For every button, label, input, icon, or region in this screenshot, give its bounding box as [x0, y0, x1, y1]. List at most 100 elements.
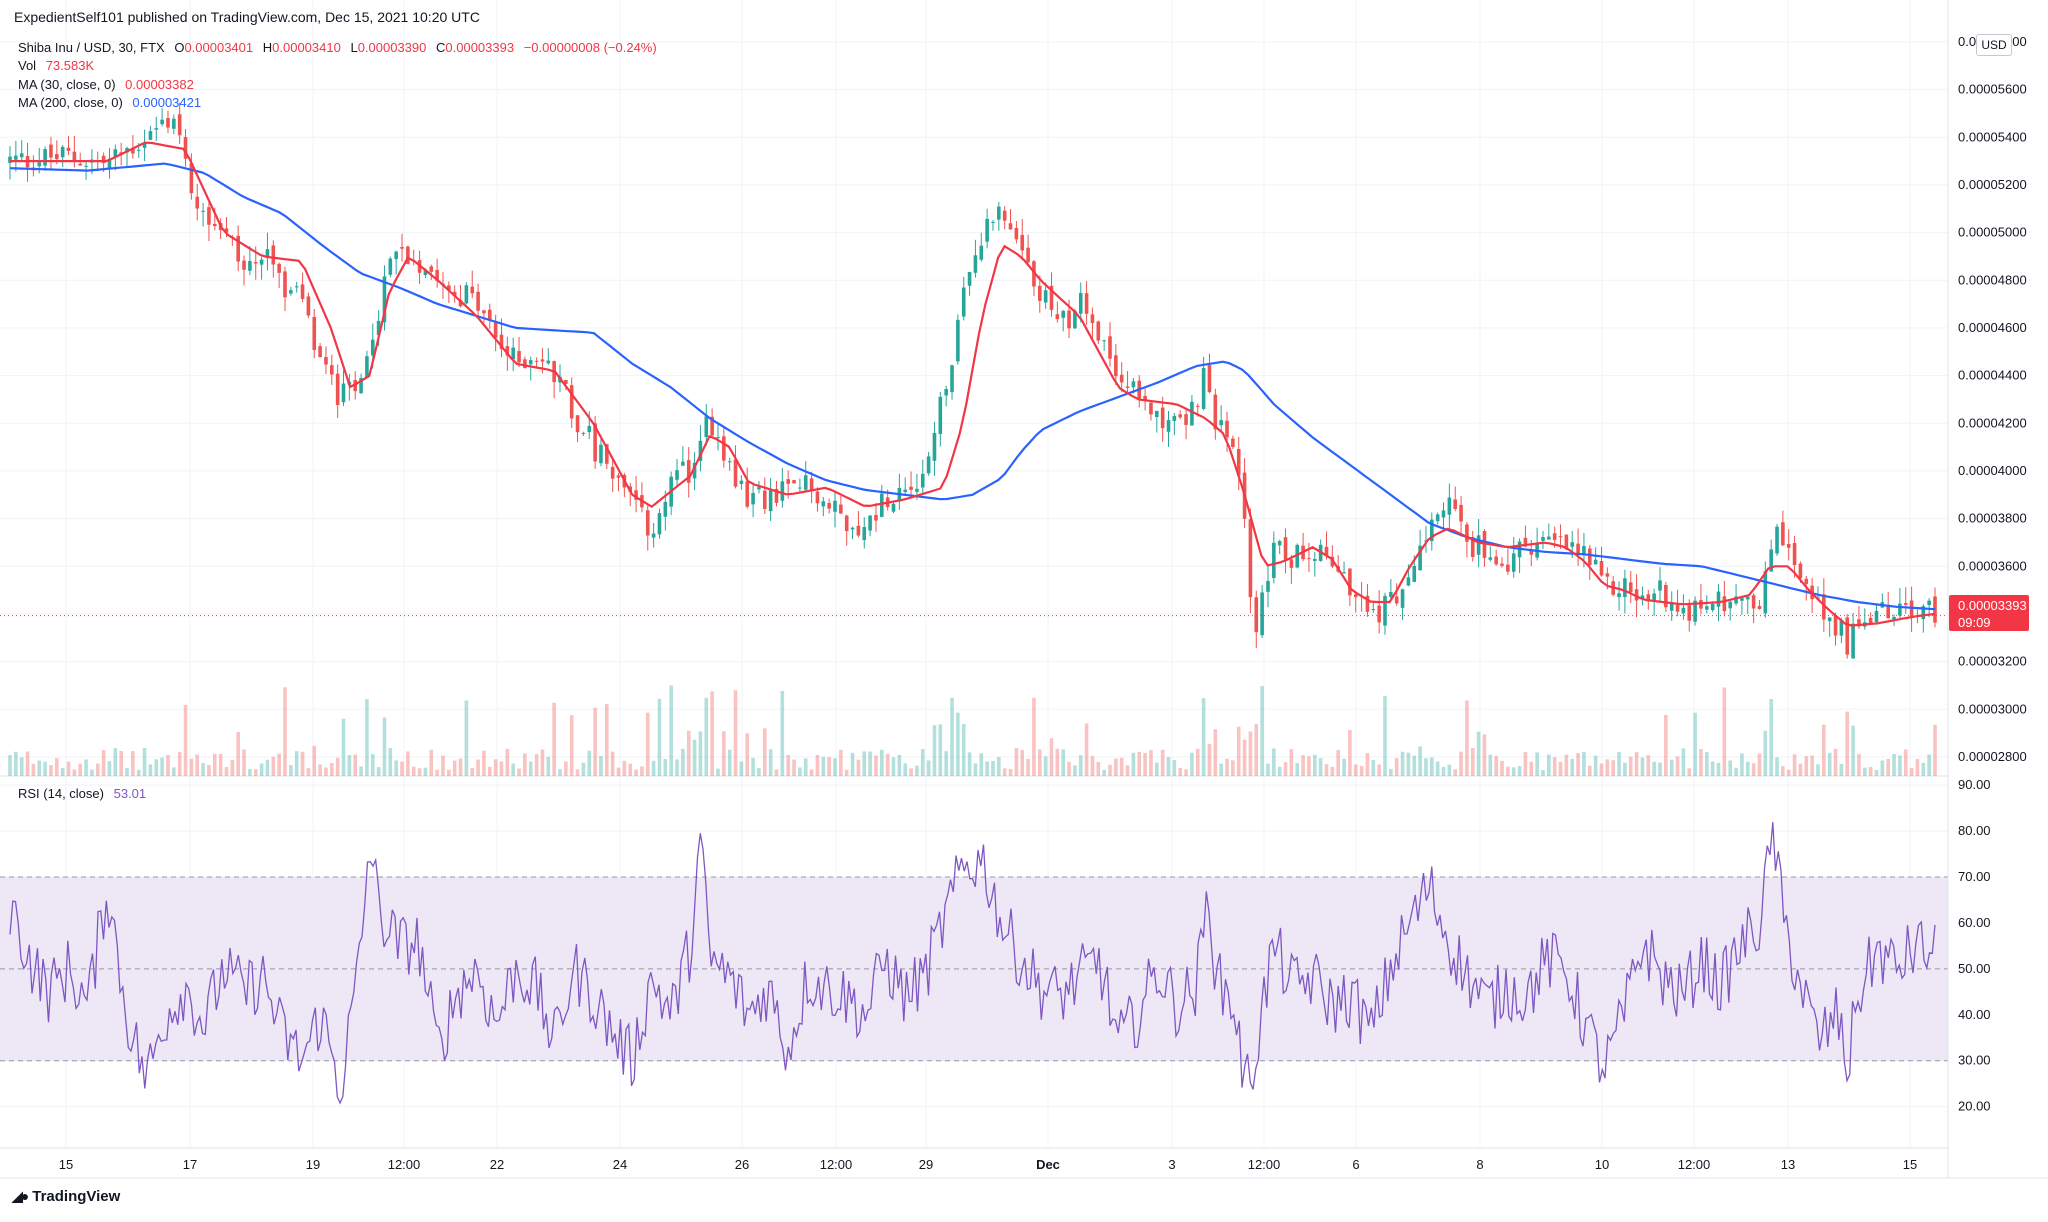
candle-body: [1716, 591, 1721, 607]
volume-bar: [1213, 729, 1218, 776]
volume-bar: [1195, 748, 1200, 776]
rsi-axis[interactable]: 20.00 30.00 40.00 50.00 60.00 70.00 80.00 90.00: [1958, 777, 1991, 1113]
candle-body: [66, 147, 71, 151]
volume-bar: [716, 768, 720, 776]
volume-bar: [119, 751, 123, 776]
volume-bar: [470, 767, 475, 776]
candle-body: [1874, 610, 1879, 622]
candle-body: [786, 479, 790, 484]
volume-bar: [1564, 754, 1569, 776]
candle-body: [435, 269, 439, 281]
candle-body: [183, 137, 188, 159]
time-tick-label: 12:00: [1248, 1157, 1281, 1172]
candle-body: [60, 146, 65, 158]
candle-body: [1435, 514, 1440, 522]
volume-bar: [253, 769, 258, 776]
time-tick-label: 12:00: [388, 1157, 421, 1172]
volume-bar: [628, 763, 633, 776]
volume-bar: [365, 699, 369, 776]
candle-body: [1898, 603, 1902, 616]
volume-bar: [1529, 761, 1534, 776]
candle-body: [1453, 499, 1458, 509]
candle-body: [1090, 314, 1095, 324]
volume-bar: [1933, 724, 1937, 776]
volume-bar: [1710, 761, 1715, 776]
volume-bar: [944, 751, 948, 776]
volume-bar: [745, 733, 750, 776]
volume-bar: [230, 759, 235, 776]
volume-bar: [370, 754, 375, 776]
volume-bar: [1084, 723, 1089, 776]
legend-ma30-label: MA (30, close, 0): [18, 77, 116, 92]
volume-bar: [1078, 755, 1083, 776]
candle-body: [493, 322, 498, 338]
candle-body: [49, 144, 53, 158]
volume-bar: [1289, 749, 1294, 776]
candle-body: [979, 245, 984, 260]
legend-ma30-row[interactable]: MA (30, close, 0) 0.00003382: [18, 77, 200, 92]
volume-bar: [1242, 739, 1247, 776]
rsi-tick-label: 70.00: [1958, 869, 1991, 884]
candle-body: [569, 385, 574, 419]
volume-bar: [1898, 755, 1902, 776]
volume-bar: [663, 759, 668, 776]
currency-button[interactable]: USD: [1976, 34, 2012, 56]
candle-body: [1903, 603, 1908, 605]
candle-body: [605, 444, 609, 464]
volume-bar: [874, 755, 878, 776]
volume-bar: [575, 769, 580, 776]
volume-bar: [14, 751, 18, 776]
legend-volume-row[interactable]: Vol 73.583K: [18, 58, 100, 73]
legend-rsi-row[interactable]: RSI (14, close) 53.01: [18, 786, 152, 801]
volume-bar: [1465, 700, 1469, 776]
volume-bar: [1160, 749, 1165, 776]
candle-body: [207, 207, 211, 225]
volume-bar: [31, 763, 36, 776]
candle-body: [1061, 310, 1065, 318]
volume-bar: [1722, 687, 1727, 776]
volume-bar: [1149, 750, 1153, 776]
volume-bar: [136, 769, 141, 776]
tradingview-brand[interactable]: ◢● TradingView: [12, 1188, 120, 1205]
legend-ma200-row[interactable]: MA (200, close, 0) 0.00003421: [18, 95, 207, 110]
volume-bar: [885, 753, 890, 776]
volume-bar: [107, 761, 112, 776]
volume-bar: [330, 762, 334, 776]
candle-body: [1248, 519, 1253, 598]
volume-bar: [324, 767, 328, 776]
time-tick-label: 12:00: [820, 1157, 853, 1172]
price-axis[interactable]: 0.000028000.000030000.000032000.00003400…: [1958, 34, 2027, 764]
volume-bar: [1400, 751, 1405, 776]
candle-body: [1652, 593, 1656, 602]
volume-bar: [1892, 753, 1896, 776]
volume-bar: [60, 767, 65, 776]
candle-body: [540, 359, 545, 362]
volume-bar: [1061, 749, 1065, 776]
candle-body: [692, 462, 697, 479]
volume-bar: [1137, 751, 1142, 776]
candle-body: [862, 527, 867, 541]
candle-body: [101, 155, 106, 164]
candle-body: [1734, 596, 1738, 604]
candle-body: [341, 383, 346, 403]
volume-bar: [359, 766, 363, 776]
volume-bar: [318, 764, 322, 776]
time-axis[interactable]: 15 17 19 12:00 22 24 26 12:00 29 Dec 3 12:00 6 8 10 12:…: [59, 1157, 1917, 1172]
legend-symbol-row[interactable]: Shiba Inu / USD, 30, FTX O0.00003401 H0.…: [18, 40, 663, 55]
candle-body: [1587, 548, 1592, 565]
volume-bar: [394, 760, 398, 776]
candle-body: [37, 162, 42, 167]
candle-body: [1827, 617, 1832, 622]
volume-bar: [891, 757, 896, 776]
candle-body: [1617, 593, 1621, 598]
rsi-line: [9, 822, 1936, 1105]
volume-bar: [1909, 767, 1914, 776]
volume-bar: [417, 768, 422, 776]
volume-bar: [1716, 762, 1721, 776]
volume-bar: [1535, 752, 1539, 776]
volume-bar: [780, 691, 785, 776]
candle-body: [1201, 367, 1206, 409]
volume-bar: [803, 758, 808, 776]
